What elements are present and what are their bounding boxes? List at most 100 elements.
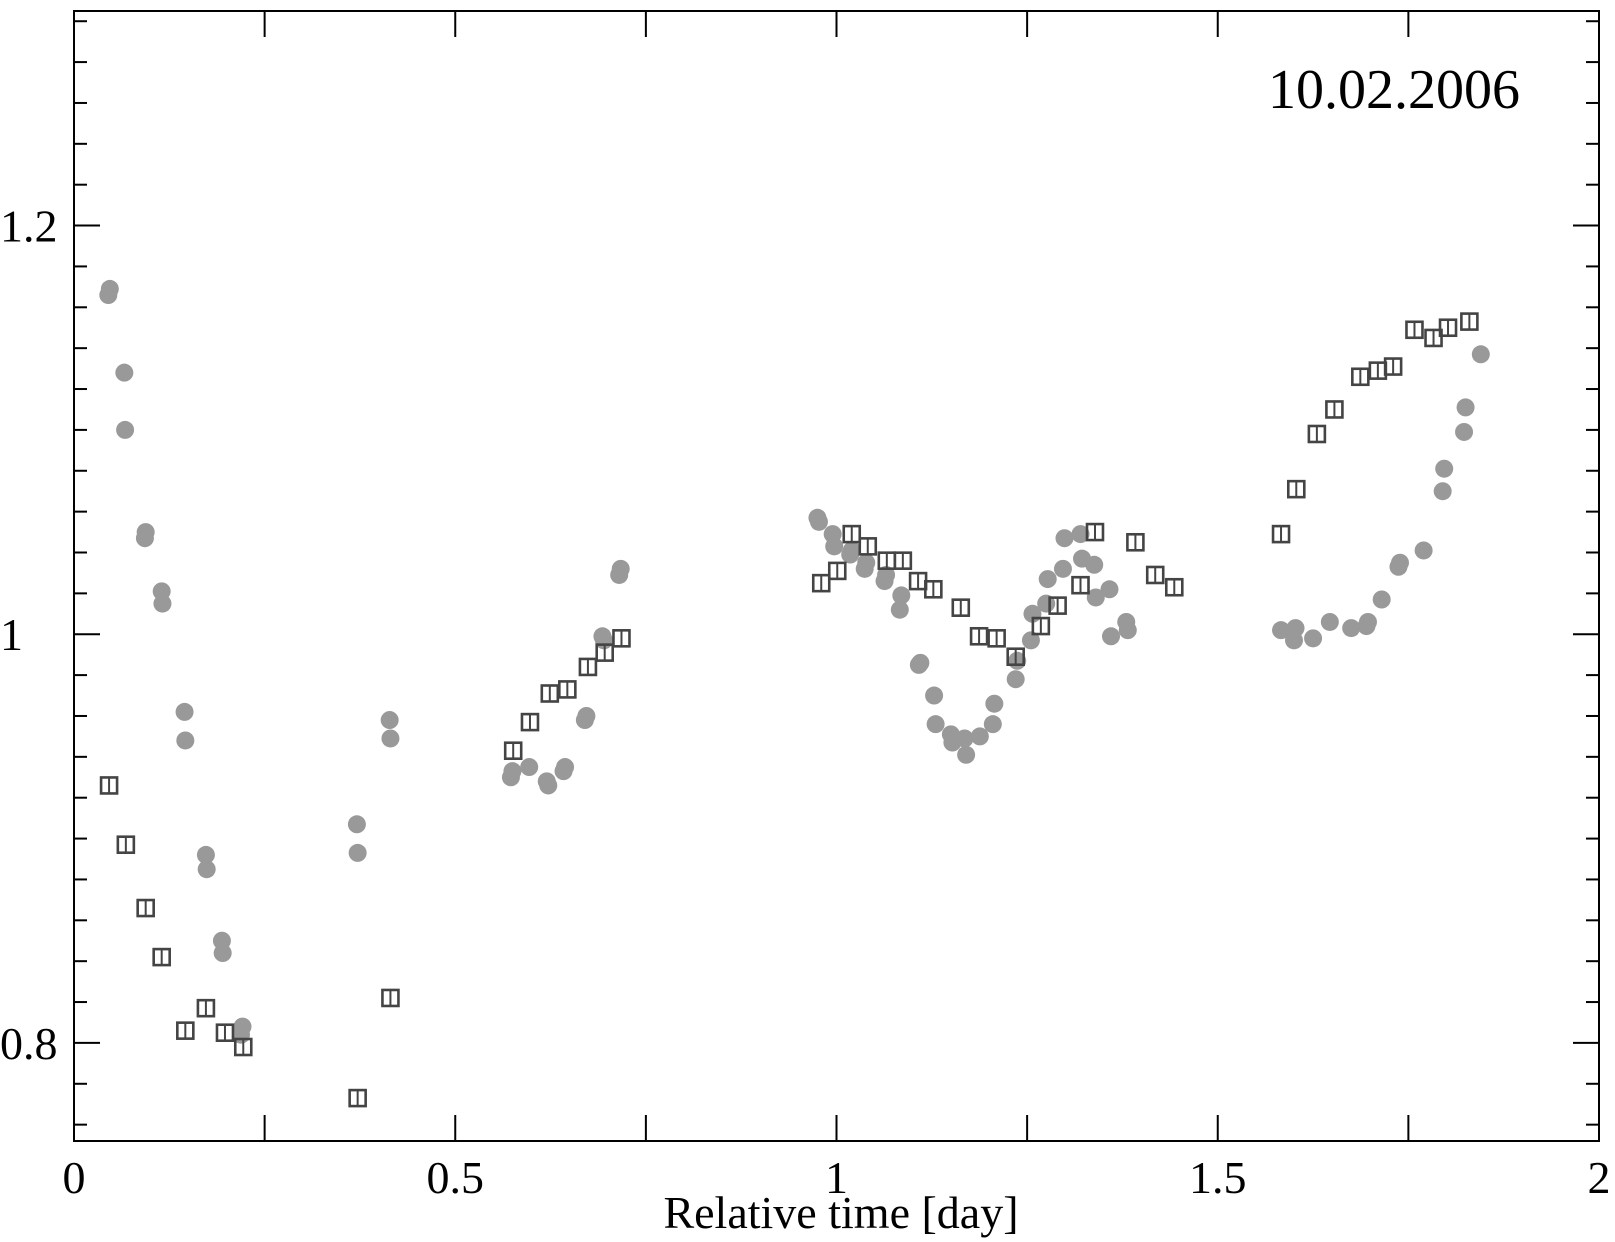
data-point-square	[1351, 367, 1370, 387]
data-point-square	[152, 947, 171, 967]
data-point-square	[951, 598, 971, 617]
data-point-square	[176, 1021, 195, 1040]
data-point-square	[215, 1023, 235, 1042]
data-point-circle	[556, 758, 575, 777]
data-point-square	[987, 629, 1006, 648]
series-open-squares	[99, 312, 1479, 1108]
data-point-square	[1307, 424, 1327, 444]
data-point-circle	[1320, 612, 1339, 631]
data-point-circle	[136, 523, 155, 542]
data-point-circle	[1435, 459, 1454, 478]
data-point-square	[1071, 575, 1090, 595]
data-point-circle	[539, 776, 558, 795]
data-point-circle	[1390, 553, 1409, 572]
data-point-circle	[1286, 619, 1305, 638]
data-point-square	[1031, 616, 1051, 636]
data-point-square	[558, 680, 577, 699]
data-point-circle	[1456, 398, 1475, 417]
data-point-square	[1164, 577, 1184, 597]
data-point-circle	[892, 586, 911, 605]
data-point-square	[1048, 596, 1067, 615]
data-point-circle	[196, 845, 215, 864]
data-point-square	[99, 776, 119, 795]
data-point-square	[196, 998, 216, 1018]
data-point-square	[381, 988, 400, 1008]
data-point-circle	[985, 694, 1004, 713]
data-point-circle	[1086, 588, 1105, 607]
data-point-square	[924, 579, 943, 599]
data-point-square	[1145, 565, 1165, 585]
data-point-square	[1085, 522, 1105, 542]
x-tick-label: 0.5	[427, 1152, 485, 1203]
data-point-circle	[1085, 555, 1104, 574]
data-point-circle	[842, 541, 861, 560]
data-point-square	[348, 1088, 367, 1108]
axis-tick-labels: 0 0.5 1 1.5 2 0.8 1 1.2	[0, 201, 1611, 1203]
data-point-circle	[611, 559, 630, 578]
data-point-square	[612, 629, 631, 648]
data-point-circle	[970, 727, 989, 746]
data-point-circle	[1100, 580, 1119, 599]
data-point-circle	[925, 686, 944, 705]
data-point-circle	[233, 1017, 252, 1036]
data-point-square	[1006, 647, 1025, 667]
data-point-circle	[115, 363, 134, 382]
data-point-square	[1405, 320, 1424, 340]
data-point-circle	[1433, 482, 1452, 501]
data-point-square	[1383, 357, 1403, 376]
data-point-square	[136, 898, 155, 918]
data-point-circle	[100, 279, 119, 298]
data-point-circle	[1053, 559, 1072, 578]
data-point-circle	[825, 537, 844, 556]
data-point-circle	[957, 745, 976, 764]
y-tick-label: 1.2	[0, 201, 58, 252]
data-point-circle	[381, 729, 400, 748]
data-point-circle	[577, 706, 596, 725]
data-point-circle	[890, 600, 909, 619]
data-point-circle	[503, 762, 522, 781]
data-point-circle	[153, 594, 172, 613]
data-point-square	[520, 712, 540, 732]
data-point-circle	[197, 860, 216, 879]
data-point-circle	[116, 420, 135, 439]
x-tick-label: 2	[1588, 1152, 1611, 1203]
series-filled-circles	[99, 279, 1490, 1044]
x-axis-label: Relative time [day]	[663, 1187, 1018, 1238]
data-point-circle	[1342, 619, 1361, 638]
data-point-square	[503, 741, 523, 761]
data-point-circle	[1102, 627, 1120, 646]
data-point-square	[811, 573, 831, 593]
data-point-circle	[347, 815, 366, 834]
data-point-circle	[911, 653, 930, 672]
data-point-circle	[1304, 629, 1323, 648]
data-point-square	[969, 626, 989, 646]
data-point-circle	[1006, 670, 1025, 689]
data-point-square	[233, 1037, 253, 1057]
data-point-circle	[1455, 422, 1474, 441]
data-point-circle	[857, 553, 876, 572]
data-point-square	[1368, 361, 1388, 380]
data-point-circle	[983, 715, 1002, 734]
data-point-square	[1126, 532, 1145, 552]
data-point-square	[1271, 524, 1291, 544]
data-point-square	[827, 561, 847, 581]
data-point-circle	[1372, 590, 1391, 609]
data-point-square	[1438, 318, 1458, 338]
y-tick-label: 1	[0, 609, 23, 660]
data-point-circle	[176, 731, 195, 750]
data-point-circle	[175, 702, 194, 721]
data-point-circle	[213, 944, 232, 963]
y-tick-label: 0.8	[0, 1018, 58, 1069]
data-point-circle	[1021, 631, 1040, 650]
date-annotation: 10.02.2006	[1268, 59, 1520, 121]
x-tick-label: 0	[63, 1152, 86, 1203]
data-point-circle	[1118, 621, 1137, 640]
data-point-circle	[809, 512, 828, 531]
data-point-square	[1424, 328, 1443, 348]
data-point-circle	[926, 715, 945, 734]
data-point-circle	[1071, 525, 1090, 544]
data-point-circle	[955, 729, 974, 748]
axis-ticks	[73, 11, 1600, 1141]
data-point-circle	[1038, 570, 1057, 589]
